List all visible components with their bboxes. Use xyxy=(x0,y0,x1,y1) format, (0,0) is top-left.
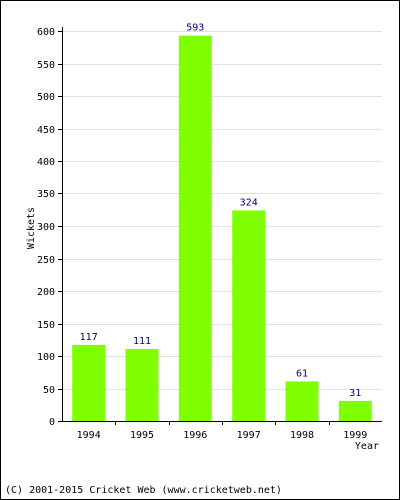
bar xyxy=(72,344,106,421)
y-tick-label: 150 xyxy=(37,320,55,331)
x-tick-label: 1999 xyxy=(343,430,367,441)
y-tick-label: 250 xyxy=(37,255,55,266)
bar-value-label: 117 xyxy=(80,332,98,343)
y-tick-label: 500 xyxy=(37,92,55,103)
labels: 0 50 100 150 200 250 300 350 400 450 500 550 600 117 1… xyxy=(37,23,367,441)
bar xyxy=(125,348,159,421)
bar-value-label: 111 xyxy=(133,336,151,347)
bar-value-label: 61 xyxy=(296,368,308,379)
y-tick-label: 0 xyxy=(49,417,55,428)
bar xyxy=(232,210,266,421)
x-tick-label: 1998 xyxy=(290,430,314,441)
y-tick-label: 400 xyxy=(37,157,55,168)
y-tick-label: 600 xyxy=(37,27,55,38)
bar xyxy=(338,400,372,421)
bar xyxy=(285,381,319,421)
axes xyxy=(58,27,382,425)
y-tick-label: 450 xyxy=(37,125,55,136)
x-tick-label: 1995 xyxy=(130,430,154,441)
bar-value-label: 593 xyxy=(186,23,204,34)
bar xyxy=(178,35,212,421)
bars xyxy=(72,35,372,421)
y-tick-label: 50 xyxy=(43,385,55,396)
x-axis-title: Year xyxy=(355,441,379,452)
y-tick-label: 200 xyxy=(37,287,55,298)
y-tick-label: 350 xyxy=(37,189,55,200)
y-tick-label: 300 xyxy=(37,222,55,233)
grid-lines xyxy=(62,31,382,390)
bar-value-label: 324 xyxy=(240,197,258,208)
y-tick-label: 100 xyxy=(37,352,55,363)
y-tick-label: 550 xyxy=(37,60,55,71)
y-axis-title: Wickets xyxy=(26,207,37,249)
bar-value-label: 31 xyxy=(349,388,361,399)
x-tick-label: 1994 xyxy=(77,430,101,441)
copyright-footer: (C) 2001-2015 Cricket Web (www.cricketwe… xyxy=(5,485,282,496)
x-tick-label: 1996 xyxy=(183,430,207,441)
x-tick-label: 1997 xyxy=(237,430,261,441)
